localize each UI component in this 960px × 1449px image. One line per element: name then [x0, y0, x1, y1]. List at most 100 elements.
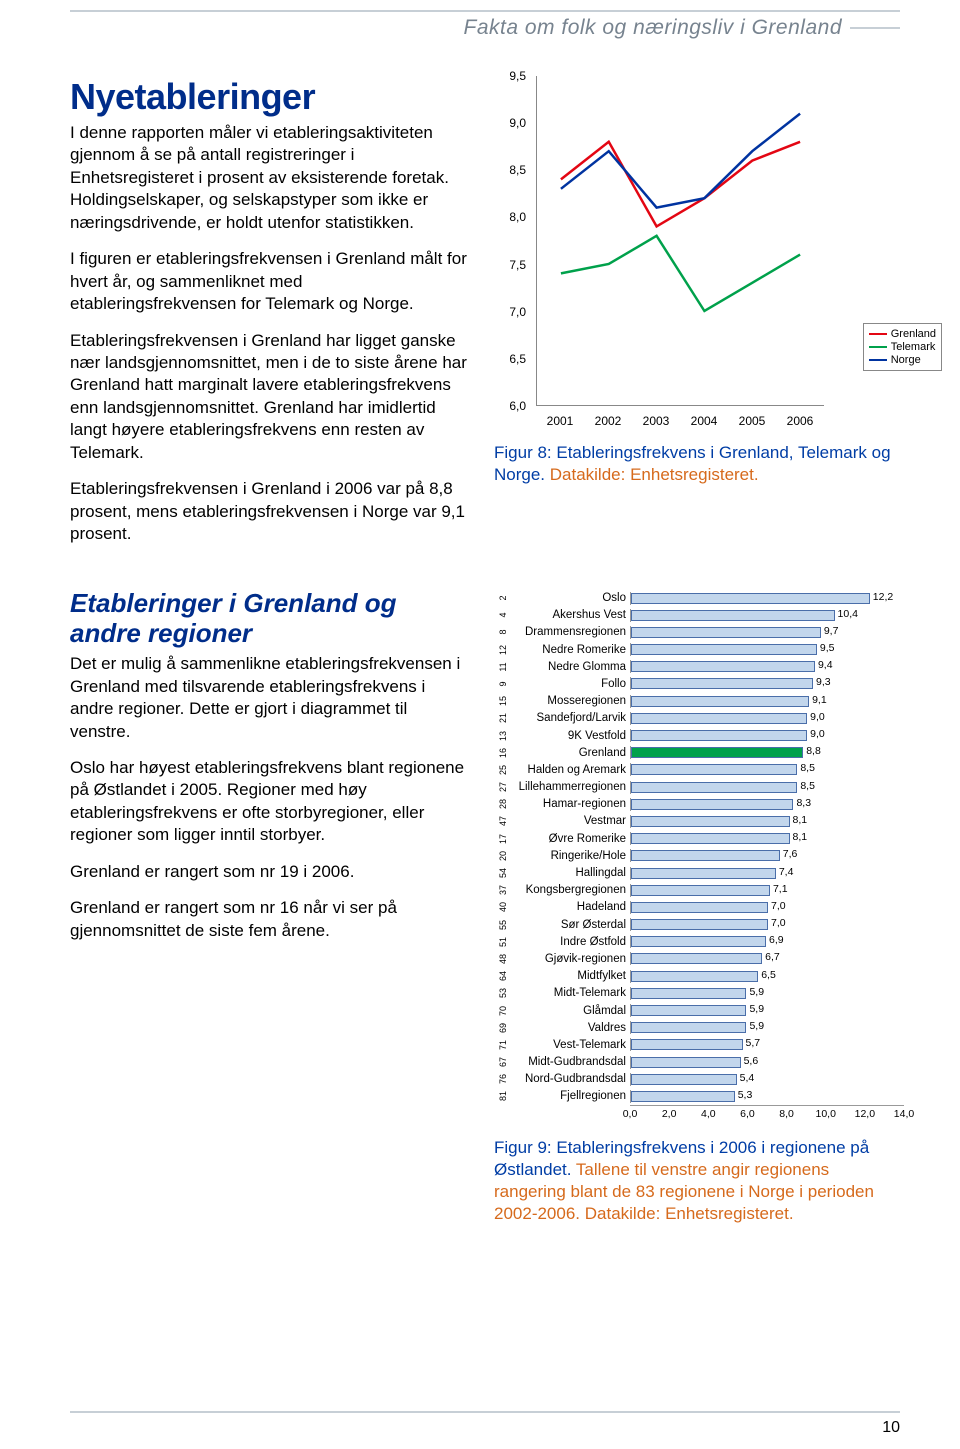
- section2-p2: Oslo har høyest etableringsfrekvens blan…: [70, 757, 470, 847]
- bar-fill: [631, 1039, 743, 1050]
- bar-rank: 81: [498, 1087, 508, 1105]
- bar-rank: 64: [498, 967, 508, 985]
- bar-fill: [631, 661, 815, 672]
- bar-track: 8,8: [630, 746, 904, 759]
- bar-row: 20 Ringerike/Hole 7,6: [494, 847, 904, 864]
- bar-row: 8Drammensregionen9,7: [494, 624, 904, 641]
- bar-track: 9,3: [630, 677, 904, 690]
- bar-fill: [631, 885, 770, 896]
- page-number: 10: [882, 1419, 900, 1437]
- bar-value: 5,9: [749, 1020, 764, 1032]
- bar-fill: [631, 782, 797, 793]
- bar-value: 9,0: [810, 728, 825, 740]
- bar-rank: 20: [498, 847, 508, 865]
- bar-rank: 47: [498, 812, 508, 830]
- bar-label: Hallingdal: [512, 867, 630, 879]
- bar-fill: [631, 610, 835, 621]
- line-chart-ytick: 8,0: [509, 210, 526, 224]
- bar-track: 9,0: [630, 712, 904, 725]
- bar-xtick: 0,0: [623, 1108, 638, 1120]
- bar-label: Lillehammerregionen: [512, 781, 630, 793]
- bar-value: 6,5: [761, 969, 776, 981]
- bar-track: 9,7: [630, 626, 904, 639]
- bar-label: Vest-Telemark: [512, 1039, 630, 1051]
- bar-label: Kongsbergregionen: [512, 884, 630, 896]
- bar-label: Hadeland: [512, 901, 630, 913]
- bar-label: Øvre Romerike: [512, 833, 630, 845]
- line-chart-xtick: 2003: [643, 414, 670, 428]
- bar-label: Vestmar: [512, 815, 630, 827]
- bar-label: Ringerike/Hole: [512, 850, 630, 862]
- line-chart-ytick: 8,5: [509, 163, 526, 177]
- bar-fill: [631, 936, 766, 947]
- bar-value: 9,1: [812, 694, 827, 706]
- section2-p3: Grenland er rangert som nr 19 i 2006.: [70, 861, 470, 883]
- bar-label: Midt-Gudbrandsdal: [512, 1056, 630, 1068]
- section1-p4: Etableringsfrekvensen i Grenland i 2006 …: [70, 478, 470, 545]
- bar-label: Fjellregionen: [512, 1090, 630, 1102]
- bar-row: 4Akershus Vest10,4: [494, 607, 904, 624]
- bar-row: 37Kongsbergregionen7,1: [494, 882, 904, 899]
- bar-track: 5,3: [630, 1090, 904, 1103]
- bar-label: Nedre Romerike: [512, 644, 630, 656]
- section1-p2: I figuren er etableringsfrekvensen i Gre…: [70, 248, 470, 315]
- header-title: Fakta om folk og næringsliv i Grenland: [70, 16, 900, 40]
- bar-fill: [631, 730, 807, 741]
- bar-value: 5,9: [749, 1003, 764, 1015]
- bar-row: 69Valdres5,9: [494, 1019, 904, 1036]
- bar-rank: 71: [498, 1036, 508, 1054]
- bar-value: 9,4: [818, 659, 833, 671]
- bar-label: Nord-Gudbrandsdal: [512, 1073, 630, 1085]
- bar-rank: 25: [498, 761, 508, 779]
- figure8-caption: Figur 8: Etableringsfrekvens i Grenland,…: [494, 442, 900, 486]
- bar-fill: [631, 953, 762, 964]
- bar-value: 7,0: [771, 917, 786, 929]
- bar-fill: [631, 816, 790, 827]
- bar-value: 7,6: [783, 848, 798, 860]
- bar-fill: [631, 868, 776, 879]
- bar-track: 9,0: [630, 729, 904, 742]
- bar-value: 5,9: [749, 986, 764, 998]
- line-chart-ytick: 6,5: [509, 352, 526, 366]
- bar-label: Drammensregionen: [512, 626, 630, 638]
- bar-label: Midtfylket: [512, 970, 630, 982]
- section1-heading: Nyetableringer: [70, 76, 470, 118]
- bar-track: 7,0: [630, 918, 904, 931]
- bar-value: 9,3: [816, 676, 831, 688]
- bar-rank: 53: [498, 984, 508, 1002]
- bar-fill: [631, 1022, 746, 1033]
- bar-label: Follo: [512, 678, 630, 690]
- bar-value: 8,1: [793, 831, 808, 843]
- bar-label: Sandefjord/Larvik: [512, 712, 630, 724]
- bar-fill: [631, 627, 821, 638]
- bar-rank: 55: [498, 916, 508, 934]
- bar-rank: 4: [498, 606, 508, 624]
- line-chart-xtick: 2005: [739, 414, 766, 428]
- bar-row: 51Indre Østfold6,9: [494, 933, 904, 950]
- bar-row: 25Halden og Aremark8,5: [494, 761, 904, 778]
- bar-track: 9,5: [630, 643, 904, 656]
- bar-track: 9,4: [630, 660, 904, 673]
- bar-value: 5,3: [738, 1089, 753, 1101]
- line-chart: 6,06,57,07,58,08,59,09,5 GrenlandTelemar…: [494, 76, 884, 436]
- bar-row: 17Øvre Romerike8,1: [494, 830, 904, 847]
- footer-rule: [70, 1411, 900, 1413]
- bar-track: 7,1: [630, 884, 904, 897]
- bar-rank: 16: [498, 744, 508, 762]
- bar-rank: 11: [498, 658, 508, 676]
- bar-chart: 2Oslo12,24Akershus Vest10,48Drammensregi…: [494, 589, 904, 1123]
- bar-track: 7,6: [630, 849, 904, 862]
- bar-track: 5,9: [630, 987, 904, 1000]
- bar-row: 48Gjøvik-regionen6,7: [494, 950, 904, 967]
- bar-fill: [631, 850, 780, 861]
- bar-xtick: 8,0: [779, 1108, 794, 1120]
- section2-heading: Etableringer i Grenland og andre regione…: [70, 589, 470, 649]
- bar-value: 10,4: [838, 608, 858, 620]
- bar-value: 7,4: [779, 866, 794, 878]
- bar-track: 6,7: [630, 952, 904, 965]
- bar-label: Valdres: [512, 1022, 630, 1034]
- section1-body: I denne rapporten måler vi etablerings­a…: [70, 122, 470, 545]
- bar-rank: 48: [498, 950, 508, 968]
- bar-rank: 51: [498, 933, 508, 951]
- section2-p4: Grenland er rangert som nr 16 når vi ser…: [70, 897, 470, 942]
